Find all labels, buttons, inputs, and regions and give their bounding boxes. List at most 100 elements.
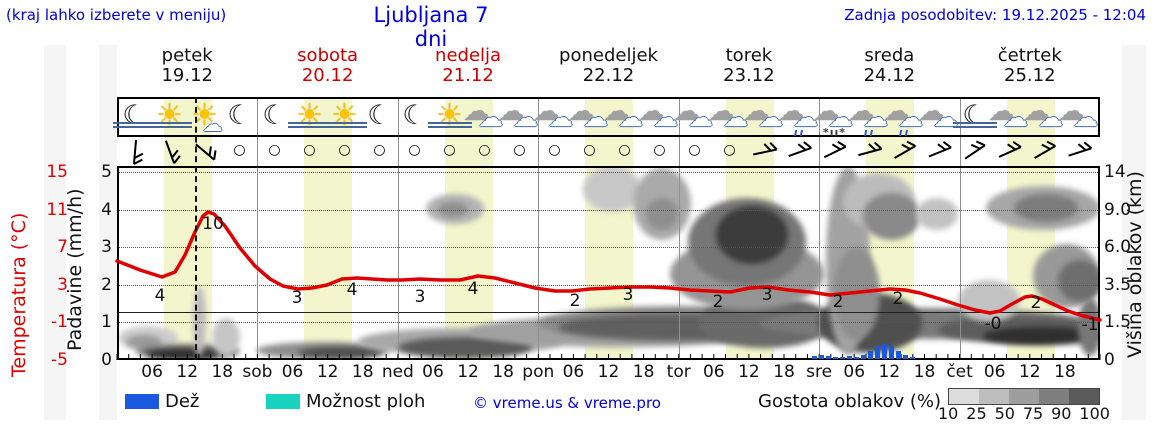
cloud-scale-value: 10	[938, 404, 959, 423]
day-header: sreda 24.12	[819, 46, 959, 86]
wind-calm-icon: ○	[233, 142, 246, 158]
day-name: četrtek	[997, 45, 1062, 66]
temp-tick: -1	[51, 312, 68, 332]
x-axis-label: 12	[176, 362, 199, 382]
temp-tick: 11	[46, 199, 68, 220]
day-date: 24.12	[863, 65, 916, 86]
cloud-scale-value: 75	[1022, 404, 1044, 423]
rain-legend-label: Dež	[162, 391, 203, 412]
height-tick: 6.0	[1104, 237, 1132, 257]
x-axis-label: 06	[562, 362, 585, 382]
weather-cloud-icon: ☁ ☁	[743, 96, 783, 132]
rain-legend-swatch	[125, 394, 159, 409]
cloud-blob	[646, 198, 678, 230]
temperature-value: 2	[569, 291, 581, 311]
day-header: sobota 20.12	[257, 46, 397, 86]
menu-hint[interactable]: (kraj lahko izberete v meniju)	[6, 6, 227, 24]
wind-calm-icon: ○	[338, 142, 351, 158]
wind-calm-icon: ○	[513, 142, 526, 158]
wind-calm-icon: ○	[723, 142, 736, 158]
cloud-blob	[398, 337, 532, 358]
day-name: sreda	[864, 45, 915, 66]
height-tick: 0	[1104, 349, 1115, 370]
cloud-blob	[583, 167, 641, 212]
temp-tick: 7	[57, 237, 68, 257]
x-axis-label: 12	[457, 362, 479, 382]
precip-bar	[868, 351, 873, 359]
weather-cloud-icon: ☁ ☁	[603, 96, 643, 132]
x-axis-label: 18	[351, 362, 374, 382]
cloud-blob	[1058, 260, 1099, 302]
x-axis-label: 18	[632, 362, 655, 382]
gridline	[117, 247, 1100, 248]
x-axis-label: sob	[242, 362, 273, 382]
day-separator	[538, 97, 540, 360]
cloud-scale-value: 50	[994, 404, 1015, 423]
temperature-value: 3	[761, 285, 773, 305]
x-axis-label: tor	[666, 362, 691, 382]
gridline	[117, 172, 1100, 173]
weather-cloud-icon: ☁ ☁	[533, 96, 573, 132]
left-axis-strip	[44, 45, 66, 420]
precip-bar	[896, 351, 901, 359]
credit-link[interactable]: © vreme.us & vreme.pro	[473, 394, 661, 412]
wind-barb-icon	[960, 139, 990, 165]
day-separator	[397, 97, 399, 360]
cloud-blob	[916, 198, 958, 230]
day-date: 19.12	[161, 65, 213, 86]
weather-moon-fog-icon: ☾	[112, 99, 157, 136]
page-title: Ljubljana 7 dni	[373, 3, 489, 51]
temperature-value: 4	[346, 280, 358, 300]
wind-calm-icon: ○	[268, 142, 281, 158]
showers-legend-swatch	[266, 394, 300, 409]
day-separator	[257, 97, 259, 360]
precip-bar	[819, 355, 824, 359]
weather-cloud-icon: ☁ ☁	[1023, 96, 1063, 132]
x-axis-label: čet	[946, 362, 973, 382]
precip-bar	[854, 357, 859, 359]
wind-barb-icon	[995, 139, 1025, 165]
day-header: četrtek 25.12	[960, 46, 1100, 86]
temperature-value: 2	[1030, 293, 1042, 313]
wind-barb-icon	[1030, 139, 1060, 165]
precip-bar	[812, 356, 817, 359]
cloud-blob	[298, 347, 382, 358]
last-update: Zadnja posodobitev: 19.12.2025 - 12:04	[844, 6, 1146, 24]
temperature-axis-label: Temperatura (°C)	[8, 212, 30, 378]
precip-bar	[833, 357, 838, 359]
weather-cloud-icon: ☁ ☁	[463, 96, 503, 132]
cloud-scale-segment	[1069, 389, 1099, 404]
cloud-blob	[212, 318, 240, 356]
cloud-density-scale-values: 10 25 50 75 90 100	[938, 404, 1110, 423]
day-date: 20.12	[301, 65, 354, 86]
day-header: ponedeljek 22.12	[538, 46, 678, 86]
wind-calm-icon: ○	[373, 142, 386, 158]
day-separator	[678, 97, 680, 360]
height-tick: 14	[1104, 162, 1126, 182]
showers-legend-label: Možnost ploh	[303, 391, 429, 412]
cloud-blob	[983, 327, 1099, 345]
wind-barb-icon	[120, 139, 150, 165]
weather-cloud-icon: ☁ ☁	[918, 96, 958, 132]
x-axis-label: pon	[522, 362, 555, 382]
cloud-scale-segment	[1009, 389, 1039, 404]
x-axis-label: 12	[878, 362, 901, 382]
wind-calm-icon: ○	[303, 142, 316, 158]
precip-tick: 0	[101, 349, 112, 370]
precip-bar	[847, 356, 852, 359]
temperature-value: 4	[467, 279, 479, 299]
weather-cloud-icon: ☁ ☁	[673, 96, 713, 132]
gridline	[117, 322, 1100, 323]
precip-tick: 5	[101, 162, 112, 182]
day-header: nedelja 21.12	[398, 46, 538, 86]
precip-tick: 4	[101, 199, 112, 220]
x-axis-label: 18	[913, 362, 936, 382]
cloud-blob	[863, 193, 920, 240]
temp-tick: 3	[57, 274, 68, 295]
day-name: ponedeljek	[559, 45, 658, 66]
x-axis-label: 18	[1054, 362, 1076, 382]
height-tick: 9.0	[1104, 199, 1132, 220]
height-ref-line	[117, 312, 1100, 313]
temperature-value: 3	[414, 287, 426, 307]
cloud-scale-segment	[949, 389, 979, 404]
